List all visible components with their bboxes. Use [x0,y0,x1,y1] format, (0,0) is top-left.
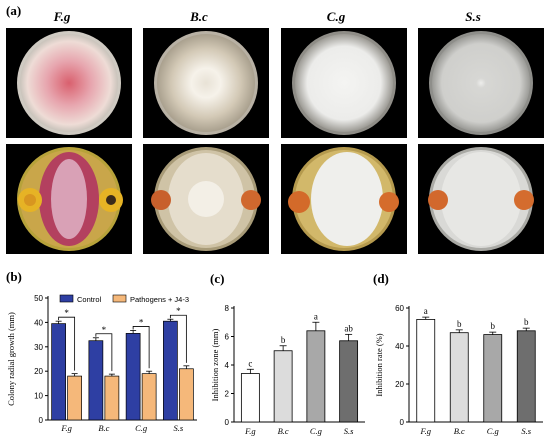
organism-label-ss: S.s [465,9,481,24]
plate-photo-fg-control [6,28,132,138]
significance-bracket [95,333,113,372]
y-tick-label: 4 [225,361,230,370]
significance-star: * [139,317,144,327]
legend-label: Pathogens + J4-3 [130,295,189,304]
chart-colony-radial-growth: 0 10 20 30 40 50 Colony radial growth (mm) * F.g… [0,270,200,437]
plate-photo-cg-control [281,28,407,138]
significance-letter: a [314,311,318,321]
y-tick-label: 2 [225,390,230,399]
y-tick-label: 0 [225,418,230,427]
significance-letter: ab [344,323,353,333]
y-axis-title: Inhibition zone (mm) [210,328,220,401]
y-tick-label: 6 [225,333,230,342]
bar [273,350,293,423]
y-tick-label: 20 [395,380,404,389]
bar-pathogens-j4-3 [179,368,194,421]
y-tick-label: 60 [395,304,404,313]
y-axis-title: Colony radial growth (mm) [6,312,16,406]
y-tick-label: 8 [225,304,230,313]
x-category-label: C.g [310,426,322,436]
legend-swatch [112,294,127,303]
y-tick-label: 50 [34,294,43,303]
chart-inhibition-zone: 0 2 4 6 8 Inhibition zone (mm) c F.g b B.c a C.g ab S… [210,270,370,437]
x-category-label: B.c [278,426,289,436]
bar-control [163,320,178,421]
bar-pathogens-j4-3 [67,375,82,421]
plate-photo-ss-control [418,28,544,138]
bar [306,330,326,423]
chart-inhibition-rate: 0 20 40 60 Inhibition rate (%) a F.g b B.c b C.g b S… [373,270,550,437]
plate-photo-bc-dual-culture [143,144,269,254]
x-category-label: S.s [174,423,184,433]
significance-bracket [58,316,76,371]
x-category-label: S.s [344,426,354,436]
significance-star: * [102,325,107,335]
plate-photo-ss-dual-culture [418,144,544,254]
legend-label: Control [77,295,102,304]
y-tick-label: 0 [400,418,405,427]
bar [339,340,359,423]
bar-control [125,333,141,421]
organism-label-fg: F.g [53,9,71,24]
x-category-label: F.g [60,423,71,433]
plate-photo-bc-control [143,28,269,138]
x-category-label: F.g [420,426,431,436]
panel-a-letter: (a) [6,3,22,18]
bar [516,330,536,423]
x-category-label: C.g [135,423,147,433]
significance-bracket [169,314,187,363]
y-tick-label: 10 [34,392,43,401]
bar-pathogens-j4-3 [104,375,120,421]
significance-star: * [176,306,181,316]
panel-b-letter: (b) [6,269,22,284]
x-category-label: B.c [98,423,109,433]
y-axis-title: Inhibition rate (%) [374,333,384,396]
y-tick-label: 40 [395,342,404,351]
bar [416,319,436,423]
bar-control [51,323,66,421]
significance-letter: b [524,317,529,327]
significance-letter: b [457,319,462,329]
y-tick-label: 20 [34,367,43,376]
organism-label-bc: B.c [190,9,208,24]
x-category-label: C.g [487,426,499,436]
y-tick-label: 30 [34,343,43,352]
panel-d-letter: (d) [373,271,389,286]
plate-photo-cg-dual-culture [281,144,407,254]
significance-letter: a [424,306,428,316]
organism-label-cg: C.g [326,9,346,24]
y-tick-label: 0 [39,416,44,425]
significance-letter: b [281,335,286,345]
plate-photo-fg-dual-culture [6,144,132,254]
bar [483,334,503,423]
significance-letter: c [248,358,252,368]
x-category-label: F.g [244,426,255,436]
bar-control [88,340,104,421]
significance-letter: b [491,321,496,331]
panel-c-letter: (c) [210,271,225,286]
legend-swatch [59,294,74,303]
bar-pathogens-j4-3 [141,373,157,421]
x-category-label: B.c [454,426,465,436]
bar [449,332,469,423]
x-category-label: S.s [521,426,531,436]
significance-bracket [132,326,150,369]
significance-star: * [64,308,69,318]
bar [240,373,260,423]
y-tick-label: 40 [34,318,43,327]
